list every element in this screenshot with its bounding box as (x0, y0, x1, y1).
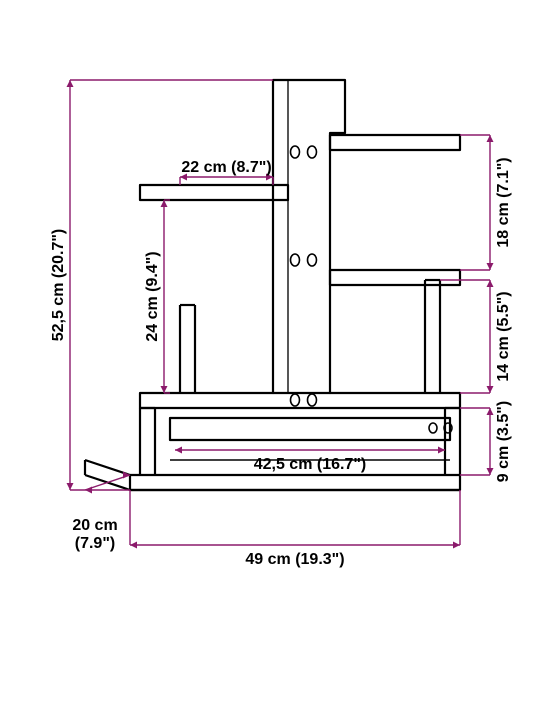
svg-text:20 cm: 20 cm (72, 517, 117, 534)
svg-text:14 cm (5.5"): 14 cm (5.5") (495, 291, 512, 381)
svg-text:24 cm (9.4"): 24 cm (9.4") (144, 251, 161, 341)
svg-text:42,5 cm (16.7"): 42,5 cm (16.7") (254, 456, 367, 473)
svg-text:22 cm (8.7"): 22 cm (8.7") (181, 159, 271, 176)
svg-text:(7.9"): (7.9") (75, 535, 115, 552)
svg-text:9 cm (3.5"): 9 cm (3.5") (495, 401, 512, 482)
svg-text:52,5 cm (20.7"): 52,5 cm (20.7") (50, 229, 67, 342)
svg-text:18 cm (7.1"): 18 cm (7.1") (495, 157, 512, 247)
svg-text:49 cm (19.3"): 49 cm (19.3") (245, 551, 344, 568)
